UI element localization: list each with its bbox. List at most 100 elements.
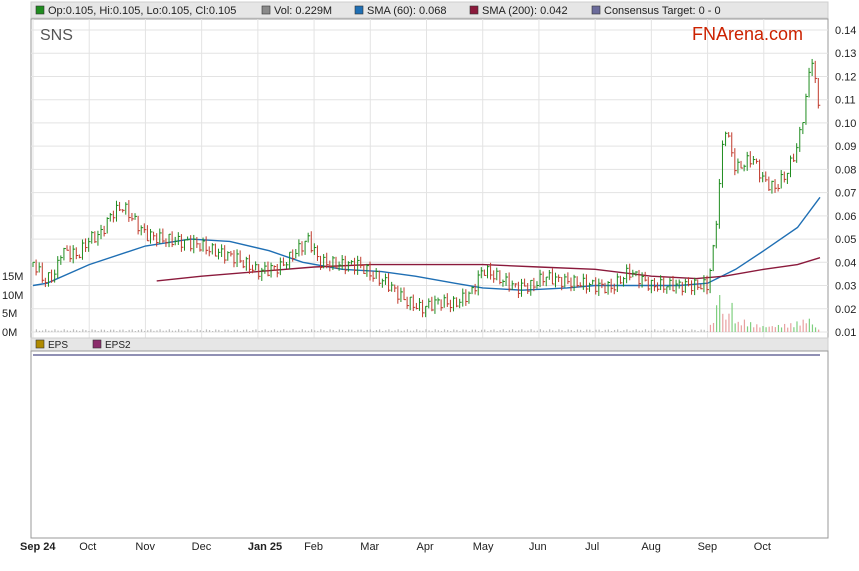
x-tick-label: Aug: [641, 541, 661, 553]
volume-bar: [162, 330, 164, 332]
price-tick-label: 0.06: [835, 211, 856, 223]
volume-bar: [199, 330, 201, 332]
volume-bar: [289, 330, 291, 332]
volume-bar: [307, 330, 310, 332]
volume-bar: [728, 313, 730, 332]
volume-bar: [224, 329, 226, 332]
sma200-line: [156, 257, 821, 282]
volume-bar: [552, 330, 554, 332]
ticker-label: SNS: [40, 27, 73, 44]
volume-bar: [233, 329, 235, 332]
volume-bar: [583, 331, 585, 332]
x-tick-label: Mar: [360, 541, 379, 553]
volume-bar: [511, 329, 514, 332]
x-tick-label: Sep 24: [20, 541, 56, 553]
volume-bar: [750, 322, 752, 332]
volume-bar: [657, 330, 659, 332]
volume-bar: [567, 329, 569, 332]
x-tick-label: Oct: [79, 541, 96, 553]
volume-bar: [397, 329, 399, 332]
volume-bar: [428, 330, 430, 332]
volume-bar: [270, 330, 272, 332]
volume-bar: [165, 330, 167, 332]
volume-bar: [592, 331, 594, 332]
volume-bar: [814, 327, 817, 332]
brand-logo: FNArena.com: [692, 24, 803, 44]
volume-bar: [35, 329, 38, 332]
volume-bar: [771, 326, 773, 332]
volume-bar: [372, 331, 375, 332]
volume-bar: [178, 329, 180, 332]
volume-bar: [323, 330, 325, 332]
volume-tick-label: 0M: [2, 327, 17, 339]
legend-sma200-label: SMA (200): 0.042: [482, 5, 568, 17]
volume-bar: [261, 330, 263, 332]
legend-consensus-label: Consensus Target: 0 - 0: [604, 5, 721, 17]
volume-bar: [273, 329, 276, 332]
volume-bar: [450, 330, 452, 332]
volume-bar: [437, 330, 439, 332]
volume-bar: [388, 329, 390, 332]
volume-bar: [607, 329, 609, 332]
volume-bar: [635, 329, 637, 332]
volume-bar: [663, 329, 665, 332]
volume-bar: [76, 330, 78, 332]
volume-bar: [613, 329, 616, 332]
volume-bar: [589, 329, 591, 332]
volume-bar: [521, 329, 523, 332]
volume-bar: [719, 295, 721, 332]
volume-bar: [477, 331, 480, 332]
volume-bar: [63, 329, 65, 332]
volume-bar: [564, 330, 566, 332]
volume-bar: [447, 330, 449, 332]
volume-bar: [790, 323, 792, 332]
volume-bar: [363, 331, 365, 332]
maroon-square-icon: [469, 5, 479, 15]
volume-bar: [360, 329, 362, 332]
volume-bar: [369, 329, 371, 332]
volume-bar: [542, 330, 545, 332]
volume-bar: [221, 331, 223, 332]
x-tick-label: Jun: [529, 541, 547, 553]
price-tick-label: 0.05: [835, 234, 856, 246]
volume-bar: [703, 329, 705, 332]
volume-bar: [465, 329, 467, 332]
volume-bar: [440, 330, 443, 332]
volume-bar: [573, 331, 575, 332]
volume-bar: [759, 327, 761, 332]
volume-bar: [174, 330, 177, 332]
volume-bar: [38, 330, 41, 332]
price-axis: 0.01 0.02 0.03 0.04 0.05 0.06 0.07 0.08 0.09 0.10…: [835, 25, 856, 339]
volume-bar: [474, 329, 477, 332]
volume-bar: [725, 319, 727, 332]
volume-bar: [314, 330, 316, 332]
volume-bar: [536, 330, 538, 332]
volume-bar: [586, 329, 588, 332]
volume-bar: [669, 330, 671, 332]
volume-bar: [780, 327, 783, 332]
volume-bar: [518, 330, 520, 332]
price-tick-label: 0.12: [835, 71, 856, 83]
x-tick-label: Apr: [417, 541, 434, 553]
volume-bar: [530, 329, 532, 332]
volume-bar: [258, 330, 260, 332]
x-tick-label: Oct: [754, 541, 771, 553]
volume-bar: [462, 329, 464, 332]
volume-bar: [712, 322, 715, 332]
volume-bar: [249, 331, 251, 332]
volume-bar: [72, 329, 75, 332]
volume-bar: [774, 327, 776, 332]
x-tick-label: May: [473, 541, 494, 553]
volume-bar: [579, 329, 582, 332]
volume-bar: [54, 329, 56, 332]
volume-bar: [48, 330, 50, 332]
volume-bar: [802, 319, 804, 332]
volume-bar: [341, 329, 344, 332]
price-tick-label: 0.08: [835, 164, 856, 176]
volume-bars: [35, 295, 820, 332]
price-tick-label: 0.13: [835, 48, 856, 60]
volume-bar: [85, 330, 87, 332]
volume-bar: [88, 330, 90, 332]
volume-bar: [91, 329, 93, 332]
volume-bar: [691, 329, 693, 332]
